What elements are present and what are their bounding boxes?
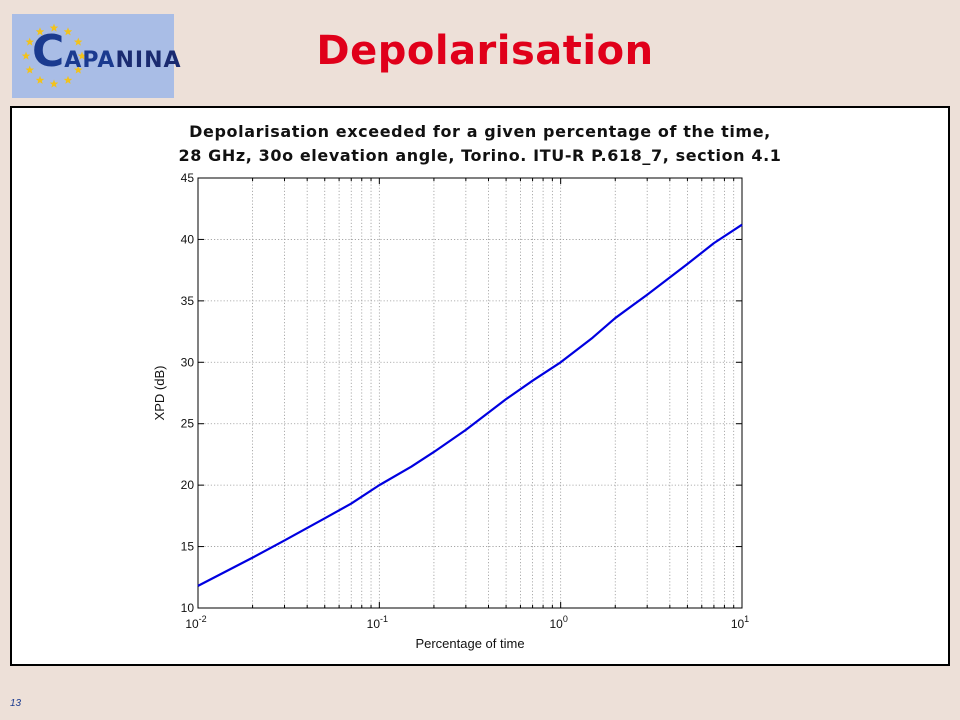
logo-star-icon [25,65,35,74]
logo-star-icon [77,51,87,60]
logo-star-icon [63,75,73,84]
slide-number: 13 [10,698,22,709]
logo-wordmark: C APA NINA [32,30,182,74]
y-tick-label: 35 [181,294,195,308]
axis-ticks: 10-2 10-1 100 101 10 15 20 25 30 35 40 45 [181,171,750,631]
y-tick-label: 40 [181,232,195,246]
logo-star-icon [35,27,45,36]
logo-star-icon [63,27,73,36]
xpd-series-line [197,223,743,587]
grid-lines [198,178,742,608]
chart-panel: Depolarisation exceeded for a given perc… [10,106,950,666]
x-axis-label: Percentage of time [415,636,524,651]
y-tick-label: 25 [181,417,195,431]
eu-stars-icon [21,23,87,88]
plot-frame [197,177,743,609]
logo-star-icon [21,51,31,60]
logo-star-icon [73,37,83,46]
x-tick-label: 101 [731,614,749,631]
logo-star-icon [73,65,83,74]
logo-letters-apa: APA [64,48,116,73]
logo-star-icon [49,23,59,32]
y-tick-label: 15 [181,540,195,554]
logo-star-icon [49,79,59,88]
capanina-logo: C APA NINA [12,14,181,98]
y-tick-label: 30 [181,355,195,369]
logo-letter-c: C [32,26,65,77]
x-tick-label: 100 [549,614,567,631]
series-layer [197,223,743,587]
x-tick-label: 10-2 [185,614,206,631]
y-axis-label: XPD (dB) [152,366,167,421]
y-tick-label: 10 [181,601,195,615]
y-tick-label: 20 [181,478,195,492]
y-tick-label: 45 [181,171,195,185]
logo-star-icon [35,75,45,84]
xpd-chart: 10-2 10-1 100 101 10 15 20 25 30 35 40 45 Percentag… [152,171,750,651]
chart-title-line-2: 28 GHz, 30o elevation angle, Torino. ITU… [178,146,782,165]
page-title: Depolarisation [316,28,654,74]
x-tick-label: 10-1 [367,614,388,631]
chart-title-line-1: Depolarisation exceeded for a given perc… [189,122,771,141]
logo-letters-nina: NINA [115,48,182,73]
logo-star-icon [25,37,35,46]
